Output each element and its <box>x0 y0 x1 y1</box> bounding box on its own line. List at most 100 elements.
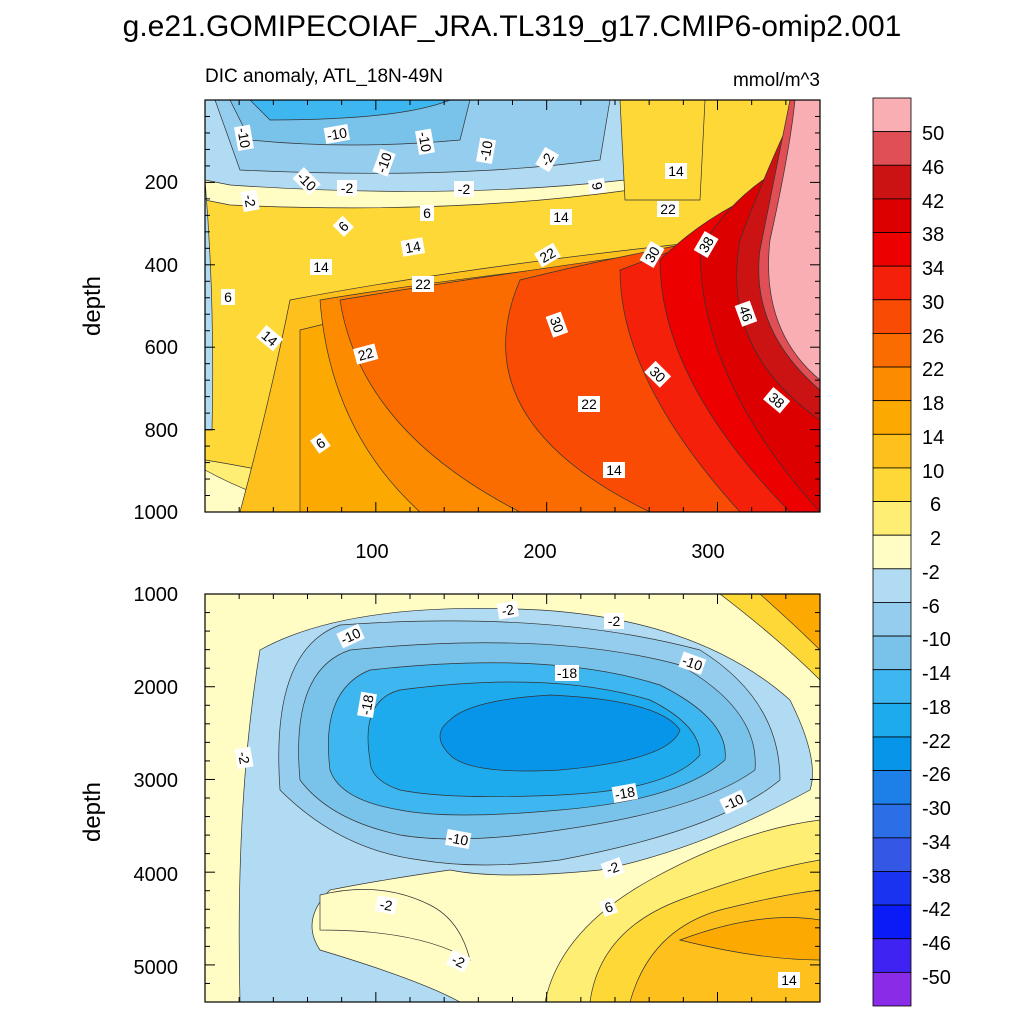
label-box <box>353 343 379 365</box>
contour-label: 6 <box>224 289 232 305</box>
colorbar-swatch <box>872 164 912 200</box>
colorbar-tick-label: -18 <box>922 697 951 719</box>
colorbar-swatch <box>872 904 912 940</box>
fill-region <box>678 917 820 961</box>
colorbar-swatch <box>872 265 912 301</box>
label-box <box>578 396 600 412</box>
colorbar-swatch <box>872 501 912 536</box>
contour-label: 46 <box>736 304 756 324</box>
y-tick-label: 2000 <box>134 677 179 699</box>
colorbar-swatch <box>872 198 912 233</box>
y-tick-label: 400 <box>145 255 178 277</box>
label-box <box>545 311 569 338</box>
colorbar-swatch <box>872 534 912 570</box>
colorbar-tick-label: -14 <box>922 663 951 685</box>
colorbar-tick-label: 14 <box>922 427 944 449</box>
label-box <box>604 613 624 629</box>
label-box <box>445 949 471 973</box>
colorbar-swatch <box>872 871 912 906</box>
contour-label: 22 <box>660 201 676 217</box>
lower-y-axis: 1000 2000 3000 4000 5000 depth <box>79 584 178 979</box>
fill-region <box>249 100 451 121</box>
colorbar-swatch <box>872 635 912 671</box>
upper-y-axis: 200 400 600 800 1000 depth <box>79 172 178 524</box>
label-box <box>644 360 672 388</box>
label-box <box>221 289 235 305</box>
label-box <box>240 189 260 213</box>
lower-contour-labels: -2 -2 -10 -18 -10 -18 -2 -18 -10 -10 -2 … <box>234 600 800 988</box>
colorbar-swatch <box>872 400 912 435</box>
label-box <box>603 462 625 478</box>
contour-label: -10 <box>476 139 495 162</box>
colorbar <box>872 97 912 1007</box>
label-box <box>372 148 396 177</box>
contour-label: 14 <box>313 259 329 275</box>
colorbar-tick-label: -42 <box>922 899 951 921</box>
colorbar-tick-label: -26 <box>922 764 951 786</box>
contour-label: 6 <box>423 205 431 221</box>
colorbar-tick-label: 30 <box>922 292 944 314</box>
label-box <box>778 972 800 988</box>
label-box <box>587 177 607 195</box>
label-box <box>415 128 435 156</box>
contour-label: 14 <box>404 238 422 256</box>
x-tick-label: 300 <box>691 541 724 563</box>
contour-label: -2 <box>608 613 621 629</box>
colorbar-swatch <box>872 299 912 334</box>
figure-title: g.e21.GOMIPECOIAF_JRA.TL319_g17.CMIP6-om… <box>123 10 902 43</box>
panel-subtitle: DIC anomaly, ATL_18N-49N <box>205 66 443 87</box>
label-box <box>600 857 625 879</box>
label-box <box>420 205 434 221</box>
contour-label: -2 <box>241 193 259 208</box>
label-box <box>550 209 572 225</box>
contour-label: 22 <box>415 276 431 292</box>
label-box <box>693 230 719 259</box>
colorbar-swatch <box>872 669 912 704</box>
colorbar-tick-label: -46 <box>922 933 951 955</box>
y-tick-label: 5000 <box>134 957 179 979</box>
colorbar-swatch <box>872 568 912 603</box>
contour-label: 14 <box>668 163 684 179</box>
label-box <box>476 137 496 165</box>
contour-label: -2 <box>500 601 515 619</box>
label-box <box>323 124 351 144</box>
label-box <box>533 242 562 268</box>
fill-region <box>768 100 820 381</box>
contour-label: 14 <box>553 209 569 225</box>
label-box <box>234 124 254 152</box>
contour-label: 22 <box>537 244 559 266</box>
contour-label: -10 <box>338 624 363 647</box>
colorbar-tick-label: -2 <box>922 562 940 584</box>
upper-tick-marks <box>205 100 820 512</box>
y-tick-label: 800 <box>145 420 178 442</box>
contour-label: 14 <box>781 972 797 988</box>
contour-label: -18 <box>557 665 577 681</box>
label-box <box>678 651 707 675</box>
label-box <box>332 215 354 237</box>
label-box <box>310 259 332 275</box>
colorbar-tick-label: 22 <box>922 359 944 381</box>
contour-label: -10 <box>415 130 434 153</box>
label-box <box>374 895 398 915</box>
colorbar-tick-label: 38 <box>922 224 944 246</box>
colorbar-swatch <box>872 938 912 973</box>
colorbar-tick-label: -10 <box>922 629 951 651</box>
colorbar-tick-label: -6 <box>922 596 940 618</box>
colorbar-tick-label: 42 <box>922 191 944 213</box>
colorbar-swatch <box>872 333 912 368</box>
colorbar-swatch <box>872 602 912 637</box>
label-box <box>337 180 357 196</box>
contour-label: -10 <box>721 790 746 813</box>
lower-tick-marks <box>205 594 820 1002</box>
colorbar-swatch <box>872 770 912 805</box>
label-box <box>412 276 434 292</box>
colorbar-swatch <box>872 232 912 267</box>
colorbar-swatch <box>872 971 912 1007</box>
label-box <box>310 432 331 454</box>
label-box <box>657 201 679 217</box>
contour-label: 30 <box>641 244 663 266</box>
colorbar-tick-label: -34 <box>922 832 951 854</box>
colorbar-tick-label: -50 <box>922 967 951 989</box>
colorbar-tick-label: 10 <box>922 461 944 483</box>
contour-label: 22 <box>356 344 375 364</box>
